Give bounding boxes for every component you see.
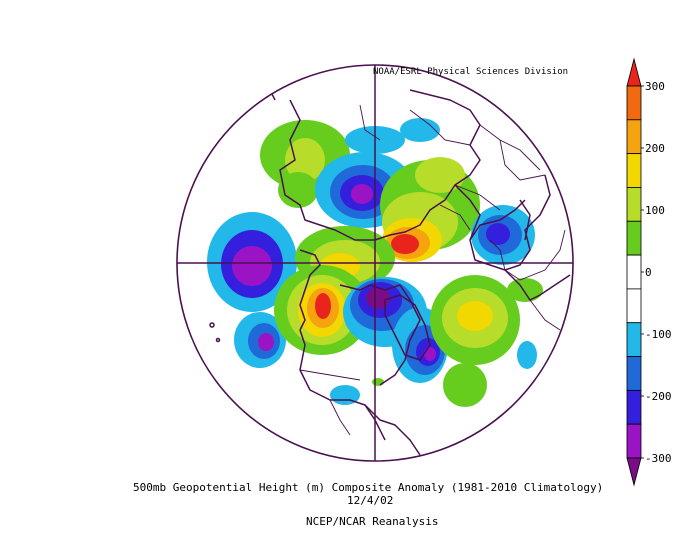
colorbar-segment bbox=[626, 356, 642, 391]
colorbar-tick-label: 0 bbox=[645, 266, 652, 279]
anomaly-high-west-america bbox=[274, 265, 370, 355]
colorbar-segment bbox=[626, 153, 642, 188]
colorbar-segment bbox=[626, 187, 642, 222]
credit-text: NOAA/ESRL Physical Sciences Division bbox=[373, 67, 569, 77]
colorbar-tick-label: 200 bbox=[645, 142, 665, 155]
colorbar-tick-label: -200 bbox=[645, 390, 672, 403]
anomaly-low-east-asia bbox=[471, 205, 535, 265]
colorbar-segment bbox=[626, 389, 642, 425]
colorbar-segment bbox=[626, 85, 642, 121]
anomaly-low-atlantic-east bbox=[517, 341, 537, 369]
colorbar-segment bbox=[626, 119, 642, 155]
colorbar-segment bbox=[626, 423, 642, 459]
map-date: 12/4/02 bbox=[347, 494, 394, 507]
colorbar-segment bbox=[626, 288, 642, 324]
colorbar-segment bbox=[626, 220, 642, 256]
anomaly-fill-layer bbox=[207, 118, 543, 407]
colorbar-segment bbox=[626, 322, 642, 357]
colorbar-top-arrow bbox=[626, 57, 642, 87]
graticule bbox=[176, 64, 574, 462]
colorbar-tick-label: -100 bbox=[645, 328, 672, 341]
coastlines bbox=[209, 89, 571, 456]
anomaly-low-north-pacific bbox=[234, 312, 286, 368]
colorbar-segment bbox=[626, 254, 642, 290]
hemisphere-outline bbox=[176, 64, 574, 462]
map-title: 500mb Geopotential Height (m) Composite … bbox=[133, 481, 604, 494]
colorbar-tick-label: -300 bbox=[645, 452, 672, 465]
anomaly-high-asia bbox=[380, 157, 480, 262]
colorbar-bottom-arrow bbox=[626, 457, 642, 487]
anomaly-low-pacific bbox=[207, 212, 297, 312]
borders bbox=[299, 104, 566, 436]
colorbar-tick-label: 300 bbox=[645, 80, 665, 93]
colorbar-tick-label: 100 bbox=[645, 204, 665, 217]
data-source: NCEP/NCAR Reanalysis bbox=[306, 515, 439, 528]
anomaly-high-atlantic bbox=[430, 275, 543, 407]
colorbar bbox=[626, 57, 644, 487]
anomaly-high-small bbox=[372, 378, 384, 386]
